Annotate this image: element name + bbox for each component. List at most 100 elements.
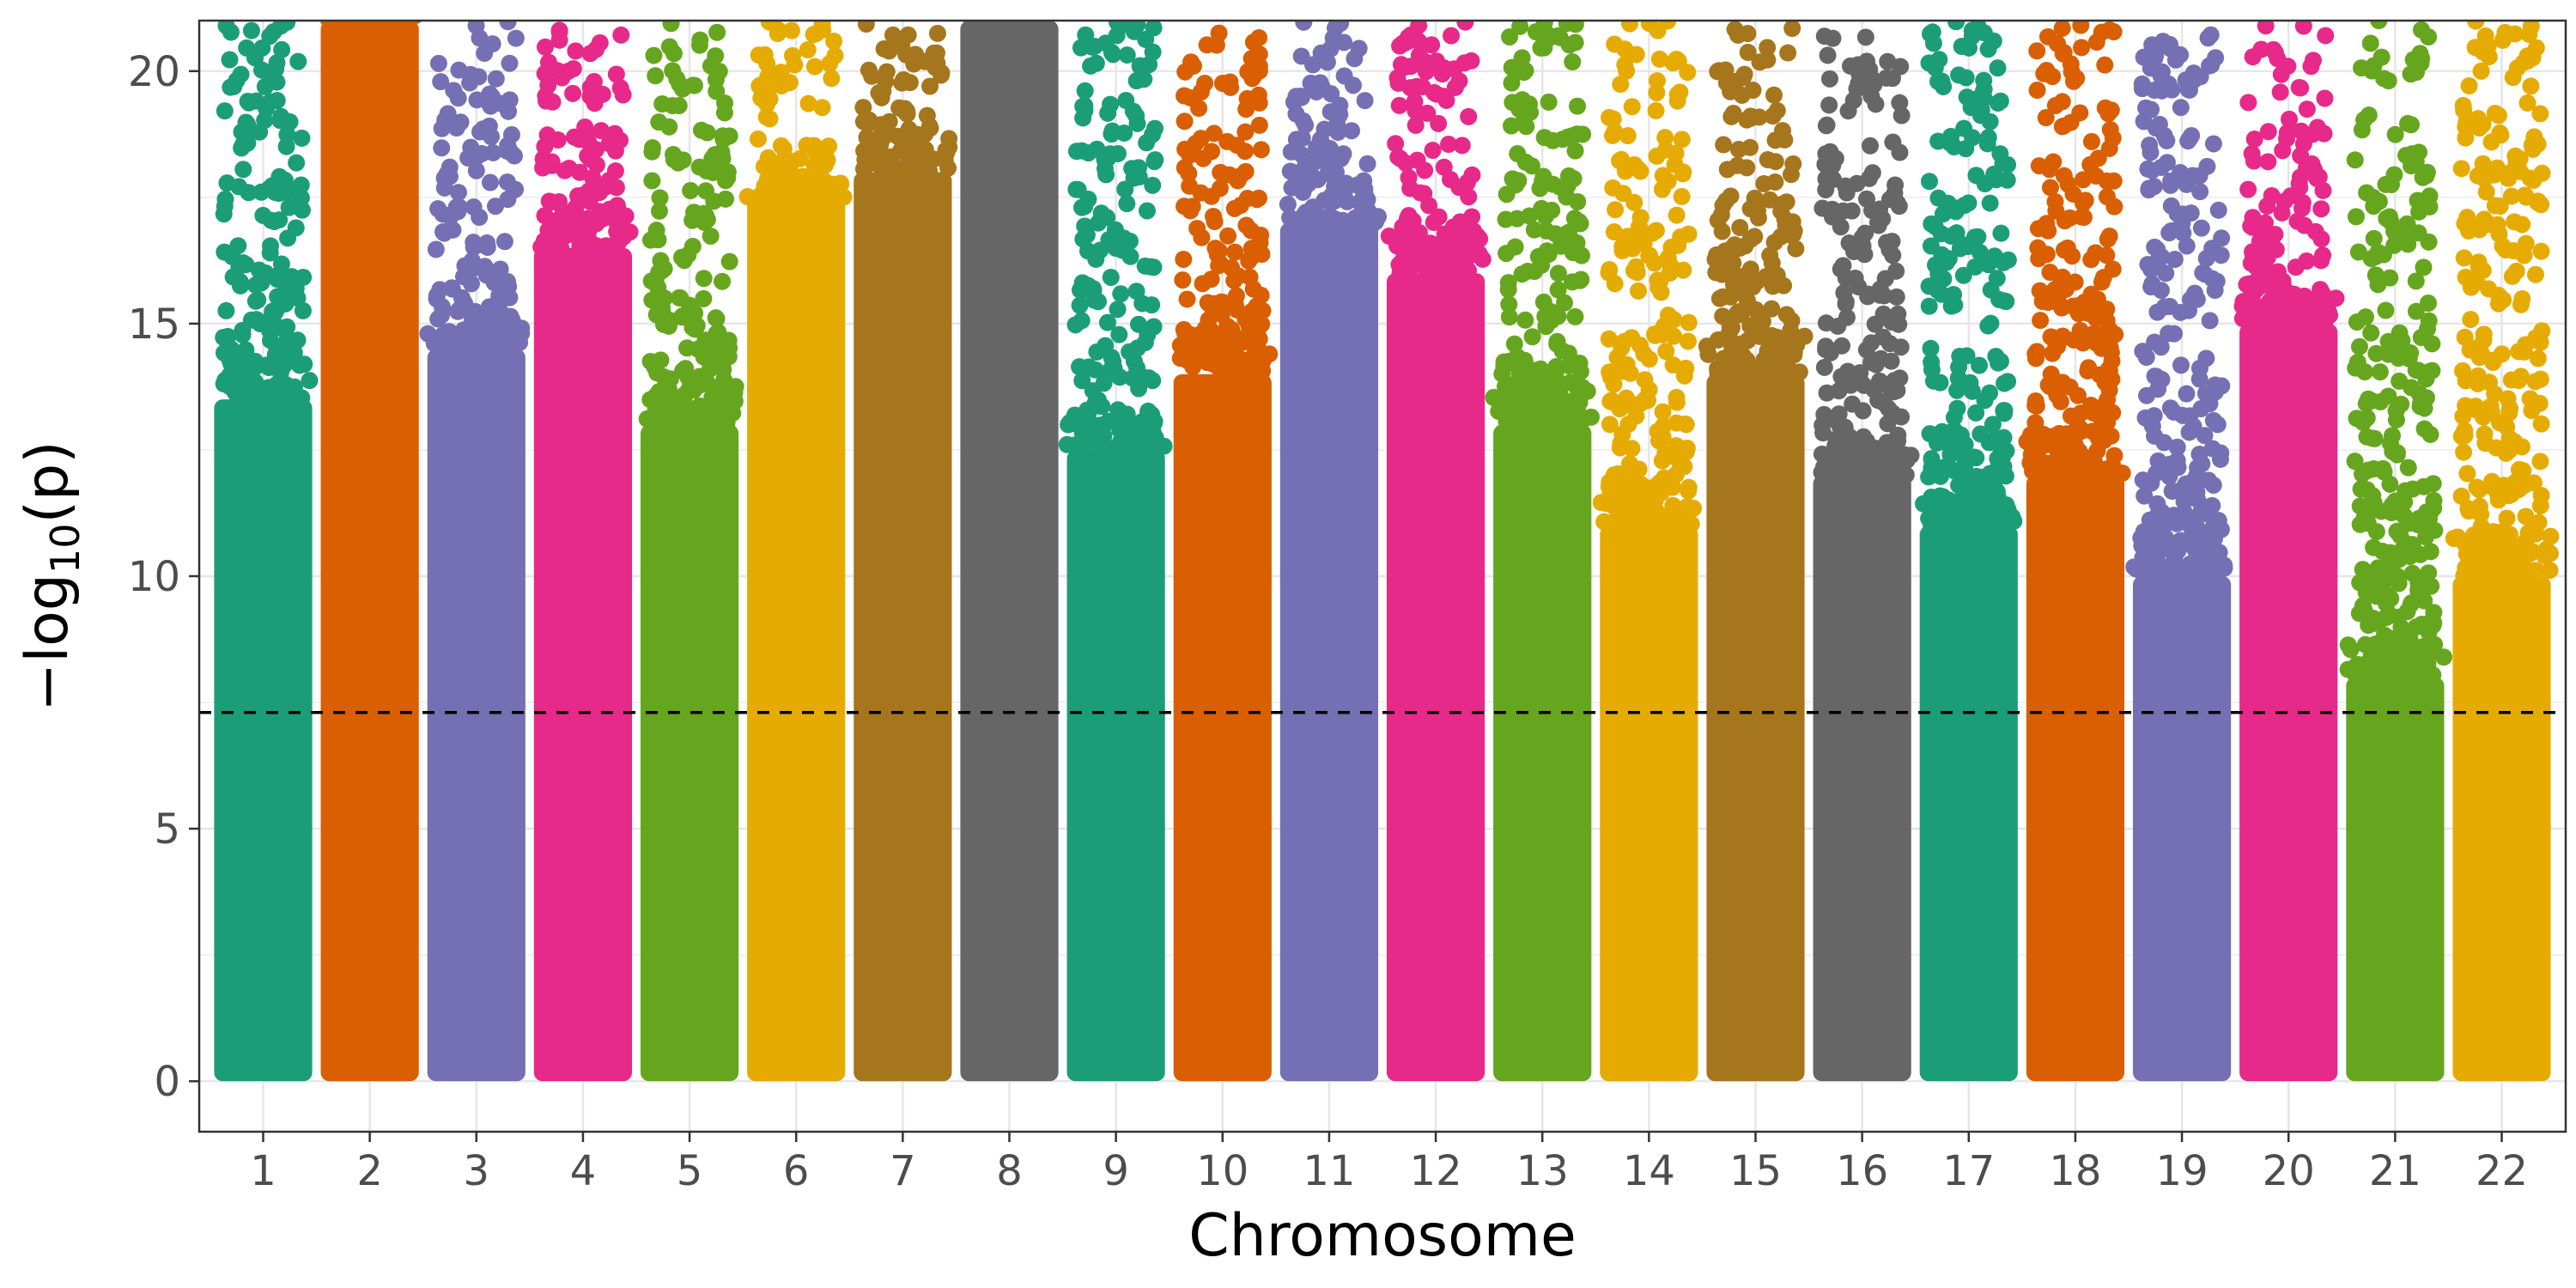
snp-point — [2387, 402, 2405, 420]
snp-point — [1741, 107, 1759, 125]
snp-point — [277, 137, 295, 155]
snp-point — [2456, 427, 2474, 445]
snp-point — [1091, 241, 1109, 259]
chromosome-4-points — [532, 21, 639, 1082]
snp-point — [1679, 332, 1697, 350]
snp-point — [1715, 136, 1733, 154]
snp-point — [2388, 502, 2406, 520]
snp-point — [1985, 477, 2003, 495]
snp-point — [647, 387, 665, 405]
snp-point — [1920, 468, 1938, 486]
snp-point — [1987, 347, 2005, 365]
snp-point — [1738, 351, 1756, 369]
snp-point — [2477, 183, 2495, 201]
snp-point — [252, 61, 270, 79]
snp-point — [641, 352, 659, 370]
snp-point — [462, 138, 480, 156]
snp-point — [2318, 307, 2336, 325]
snp-point — [2150, 544, 2168, 562]
snp-point — [854, 160, 872, 178]
snp-point — [1850, 65, 1868, 83]
snp-point — [1989, 59, 2007, 77]
snp-point — [428, 336, 446, 354]
snp-point — [1836, 418, 1854, 436]
snp-point — [2498, 509, 2516, 527]
snp-point — [2452, 160, 2470, 178]
snp-point — [237, 113, 255, 131]
snp-point — [1814, 424, 1832, 442]
snp-point — [1874, 210, 1892, 228]
snp-point — [2187, 514, 2205, 532]
snp-point — [1103, 122, 1121, 140]
snp-point — [1605, 375, 1623, 393]
chromosome-22-points — [2445, 21, 2560, 1082]
x-tick-label-chromosome-13: 13 — [1516, 1147, 1569, 1195]
snp-point — [1948, 199, 1966, 217]
snp-point — [876, 127, 894, 145]
snp-point — [1924, 372, 1942, 390]
snp-point — [1222, 78, 1240, 96]
snp-point — [1358, 191, 1376, 209]
snp-point — [1302, 74, 1320, 92]
snp-point — [2367, 344, 2385, 362]
snp-point — [686, 320, 704, 338]
snp-point — [1355, 172, 1373, 190]
snp-point — [1460, 107, 1478, 125]
snp-point — [1673, 187, 1691, 205]
snp-point — [2211, 450, 2229, 468]
snp-point — [1657, 343, 1675, 361]
snp-point — [231, 273, 249, 291]
snp-point — [564, 60, 582, 78]
snp-point — [2253, 259, 2271, 277]
snp-point — [1124, 102, 1142, 120]
snp-point — [2386, 125, 2404, 143]
snp-point — [2354, 561, 2372, 579]
snp-point — [2204, 135, 2222, 153]
snp-point — [2504, 561, 2522, 579]
snp-point — [1866, 315, 1884, 333]
snp-point — [1874, 328, 1893, 346]
snp-point — [1176, 140, 1194, 158]
snp-point — [1890, 197, 1908, 216]
y-axis-title-suffix: (p) — [14, 440, 82, 523]
snp-point — [265, 212, 283, 230]
snp-point — [1250, 189, 1268, 207]
snp-point — [789, 188, 807, 206]
snp-point — [612, 26, 630, 44]
snp-point — [2241, 304, 2259, 322]
snp-point — [293, 129, 311, 147]
snp-point — [1766, 173, 1784, 191]
snp-point — [2055, 241, 2073, 259]
snp-point — [2072, 21, 2090, 34]
snp-point — [2027, 397, 2045, 415]
snp-point — [2421, 425, 2439, 443]
snp-point — [1741, 138, 1759, 156]
snp-point — [2080, 359, 2098, 377]
snp-point — [2143, 275, 2161, 293]
snp-point — [2153, 503, 2171, 521]
snp-point — [1957, 69, 1975, 87]
snp-point — [2362, 392, 2380, 410]
snp-point — [233, 139, 251, 157]
snp-point — [564, 84, 582, 102]
snp-point — [581, 88, 599, 106]
snp-point — [2175, 503, 2193, 521]
snp-point — [2532, 242, 2550, 260]
snp-point — [1138, 134, 1156, 152]
snp-point — [2390, 636, 2408, 654]
snp-point — [690, 36, 708, 54]
snp-point — [1430, 114, 1448, 132]
x-tick-label-chromosome-1: 1 — [250, 1147, 276, 1195]
snp-point — [774, 188, 792, 206]
snp-point — [234, 161, 252, 179]
snp-point — [1958, 347, 1976, 365]
snp-point — [1714, 307, 1732, 325]
snp-point — [2081, 155, 2099, 173]
snp-point — [507, 180, 525, 198]
snp-point — [1618, 355, 1636, 374]
snp-point — [2260, 293, 2278, 311]
snp-point — [2476, 27, 2494, 45]
snp-point — [2469, 167, 2487, 185]
snp-point — [2380, 557, 2398, 575]
